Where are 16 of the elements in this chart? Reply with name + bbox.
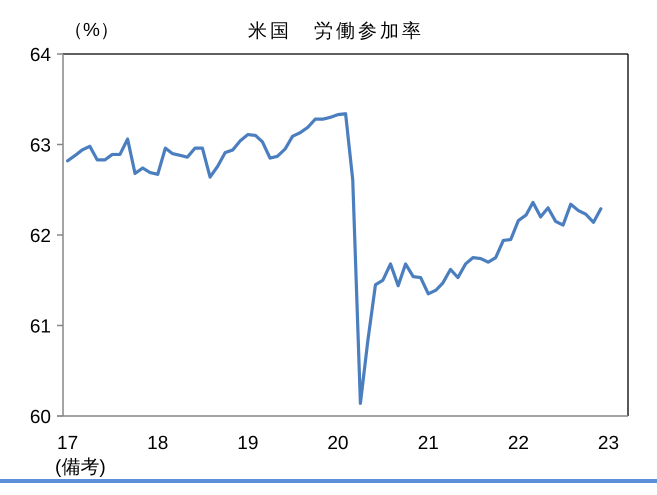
line-series bbox=[66, 112, 602, 405]
y-tick-label: 62 bbox=[30, 226, 51, 247]
x-tick-label: 22 bbox=[508, 433, 529, 454]
x-tick-label: 17 bbox=[57, 433, 78, 454]
y-tick-label: 61 bbox=[30, 316, 51, 338]
x-tick-label: 19 bbox=[237, 433, 258, 454]
y-tick-label: 64 bbox=[30, 45, 52, 66]
x-tick-label: 21 bbox=[418, 433, 439, 454]
x-tick-label: 23 bbox=[598, 433, 620, 454]
y-tick-label: 60 bbox=[30, 407, 51, 428]
chart-title: 米国 労働参加率 bbox=[248, 20, 424, 42]
x-tick-label: 18 bbox=[147, 433, 168, 454]
y-tick-label: 63 bbox=[30, 136, 51, 156]
x-tick-label: 20 bbox=[327, 433, 349, 454]
y-axis-title: （%） bbox=[64, 20, 119, 41]
text: (備考) bbox=[55, 457, 106, 478]
